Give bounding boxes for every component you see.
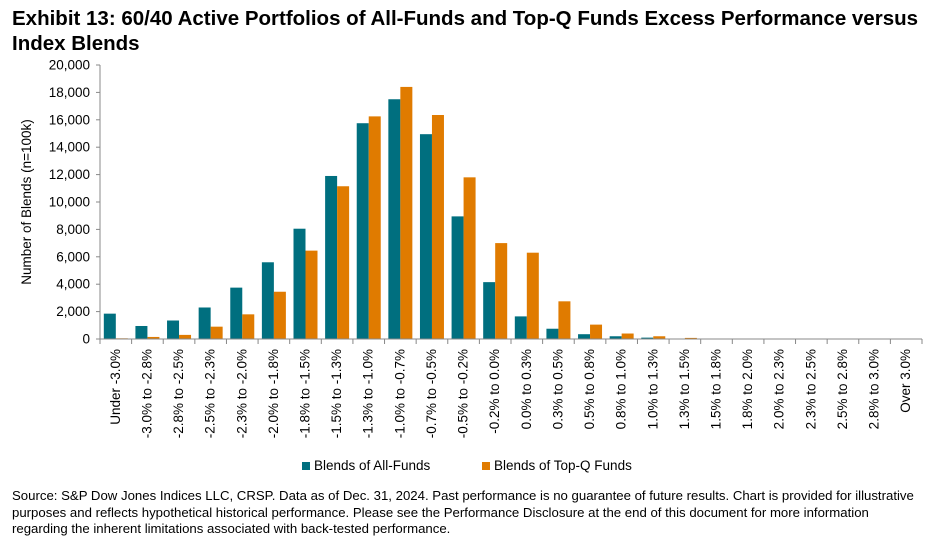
bar-all-funds xyxy=(167,320,180,339)
bar-all-funds xyxy=(514,316,527,339)
bar-all-funds xyxy=(198,307,211,339)
bar-chart: Number of Blends (n=100k) 0 2,000 4,000 6,0… xyxy=(19,58,923,438)
bar-all-funds xyxy=(578,334,591,339)
x-tick-label: -2.5% to -2.3% xyxy=(203,349,218,438)
y-tick-label: 18,000 xyxy=(49,85,90,100)
bar-all-funds xyxy=(103,313,116,339)
bar-all-funds xyxy=(325,175,338,339)
x-tick-label: 0.5% to 0.8% xyxy=(582,349,597,429)
x-tick-label: 1.5% to 1.8% xyxy=(709,349,724,429)
y-tick-label: 6,000 xyxy=(56,249,90,264)
bar-top-q-funds xyxy=(431,115,444,339)
bar-all-funds xyxy=(483,282,496,339)
x-tick-label: -0.5% to -0.2% xyxy=(456,349,471,438)
bar-top-q-funds xyxy=(147,336,160,339)
y-tick-label: 12,000 xyxy=(49,167,90,182)
bar-top-q-funds xyxy=(305,250,318,339)
bar-top-q-funds xyxy=(463,177,476,339)
y-tick-label: 2,000 xyxy=(56,304,90,319)
bar-all-funds xyxy=(356,123,369,339)
y-tick-label: 4,000 xyxy=(56,277,90,292)
source-note: Source: S&P Dow Jones Indices LLC, CRSP.… xyxy=(12,488,914,536)
bar-top-q-funds xyxy=(179,334,192,339)
x-tick-label: 2.5% to 2.8% xyxy=(835,349,850,429)
x-tick-label: 1.8% to 2.0% xyxy=(740,349,755,429)
bar-all-funds xyxy=(135,325,148,339)
y-tick-label: 14,000 xyxy=(49,140,90,155)
y-axis-ticks: 0 2,000 4,000 6,000 8,000 10,000 12,000 14,000 1… xyxy=(49,58,100,347)
bar-top-q-funds xyxy=(273,291,286,339)
legend-swatch-top-q-funds xyxy=(482,461,490,470)
x-tick-label: 1.3% to 1.5% xyxy=(677,349,692,429)
legend-label-all-funds: Blends of All-Funds xyxy=(314,458,431,473)
x-tick-label: 2.3% to 2.5% xyxy=(803,349,818,429)
y-tick-label: 10,000 xyxy=(49,195,90,210)
legend-item-top-q-funds: Blends of Top-Q Funds xyxy=(482,458,632,473)
bar-top-q-funds xyxy=(210,326,223,339)
y-axis-label: Number of Blends (n=100k) xyxy=(19,119,34,284)
x-tick-label: -1.0% to -0.7% xyxy=(392,349,407,438)
chart-title: Exhibit 13: 60/40 Active Portfolios of A… xyxy=(12,7,919,55)
legend-item-all-funds: Blends of All-Funds xyxy=(302,458,430,473)
legend-swatch-all-funds xyxy=(302,461,310,470)
x-tick-label: -2.0% to -1.8% xyxy=(266,349,281,438)
x-tick-label: Under -3.0% xyxy=(108,349,123,425)
x-tick-label: -0.7% to -0.5% xyxy=(424,349,439,438)
bar-top-q-funds xyxy=(400,86,413,339)
bar-all-funds xyxy=(641,337,654,339)
legend-label-top-q-funds: Blends of Top-Q Funds xyxy=(494,458,632,473)
x-tick-label: Over 3.0% xyxy=(898,349,913,413)
bar-top-q-funds xyxy=(621,333,634,339)
bar-top-q-funds xyxy=(684,337,697,339)
bar-all-funds xyxy=(609,336,622,339)
x-tick-label: -2.3% to -2.0% xyxy=(234,349,249,438)
bar-top-q-funds xyxy=(368,116,381,340)
bar-top-q-funds xyxy=(558,301,571,339)
bar-top-q-funds xyxy=(526,252,539,339)
bar-top-q-funds xyxy=(653,336,666,339)
x-tick-label: -1.3% to -1.0% xyxy=(361,349,376,438)
bar-top-q-funds xyxy=(590,324,603,339)
x-tick-label: 2.8% to 3.0% xyxy=(867,349,882,429)
bar-series xyxy=(103,86,792,340)
bar-top-q-funds xyxy=(337,186,350,339)
bar-top-q-funds xyxy=(495,243,508,339)
y-tick-label: 16,000 xyxy=(49,112,90,127)
x-tick-label: 0.0% to 0.3% xyxy=(519,349,534,429)
x-tick-label: -1.8% to -1.5% xyxy=(298,349,313,438)
x-tick-label: -0.2% to 0.0% xyxy=(487,349,502,434)
x-axis-ticks: Under -3.0% -3.0% to -2.8% -2.8% to -2.5% -… xyxy=(99,339,923,438)
y-tick-label: 20,000 xyxy=(49,58,90,73)
x-tick-label: -1.5% to -1.3% xyxy=(329,349,344,438)
bar-all-funds xyxy=(419,134,432,339)
y-tick-label: 0 xyxy=(82,332,90,347)
bar-all-funds xyxy=(546,328,559,339)
x-tick-label: -3.0% to -2.8% xyxy=(139,349,154,438)
bar-all-funds xyxy=(388,99,401,339)
bar-all-funds xyxy=(230,287,243,340)
bar-all-funds xyxy=(261,262,274,339)
x-tick-label: 1.0% to 1.3% xyxy=(645,349,660,429)
x-tick-label: 2.0% to 2.3% xyxy=(772,349,787,429)
y-tick-label: 8,000 xyxy=(56,222,90,237)
bar-all-funds xyxy=(293,228,306,339)
x-tick-label: -2.8% to -2.5% xyxy=(171,349,186,438)
bar-top-q-funds xyxy=(242,314,255,339)
x-tick-label: 0.8% to 1.0% xyxy=(614,349,629,429)
bar-all-funds xyxy=(451,216,464,339)
x-tick-label: 0.3% to 0.5% xyxy=(550,349,565,429)
